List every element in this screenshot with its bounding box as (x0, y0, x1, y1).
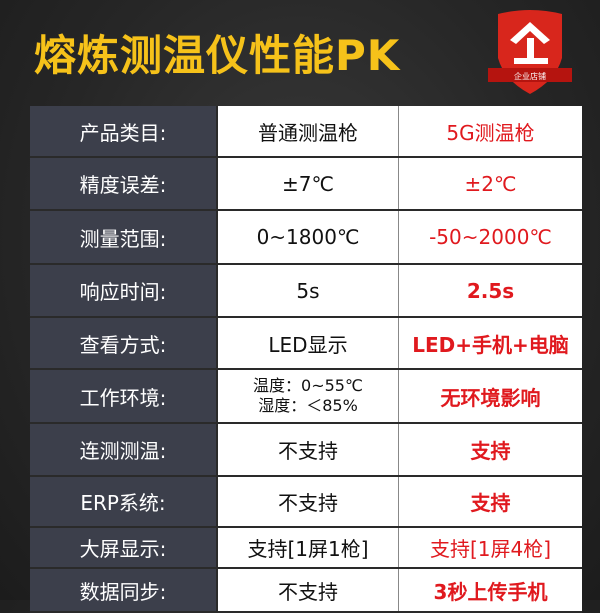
normal-value: 5s (218, 265, 399, 316)
normal-value-line: 湿度：＜85% (258, 396, 358, 415)
pro-value: LED+手机+电脑 (399, 318, 582, 368)
normal-value: 0~1800℃ (218, 211, 399, 263)
table-row: 连测测温: 不支持 支持 (30, 424, 582, 477)
normal-value: LED显示 (218, 318, 399, 368)
table-row: 工作环境: 温度：0~55℃ 湿度：＜85% 无环境影响 (30, 370, 582, 424)
table-row: 精度误差: ±7℃ ±2℃ (30, 158, 582, 211)
enterprise-store-badge: 企业店铺 (484, 8, 576, 98)
pro-value: 5G测温枪 (399, 106, 582, 156)
svg-text:企业店铺: 企业店铺 (514, 71, 546, 81)
comparison-table: 产品类目: 普通测温枪 5G测温枪 精度误差: ±7℃ ±2℃ 测量范围: 0~1800℃ -5… (30, 106, 582, 613)
pro-value: 支持[1屏4枪] (399, 528, 582, 567)
normal-value: 支持[1屏1枪] (218, 528, 399, 567)
row-label: 产品类目: (30, 106, 218, 156)
pro-value: 支持 (399, 424, 582, 475)
table-row: 测量范围: 0~1800℃ -50~2000℃ (30, 211, 582, 265)
table-row: 响应时间: 5s 2.5s (30, 265, 582, 318)
row-label: 大屏显示: (30, 528, 218, 567)
page-title: 熔炼测温仪性能PK (34, 31, 401, 80)
pro-value: ±2℃ (399, 158, 582, 209)
row-label: 测量范围: (30, 211, 218, 263)
row-label: ERP系统: (30, 477, 218, 526)
row-label: 数据同步: (30, 569, 218, 611)
row-label: 连测测温: (30, 424, 218, 475)
table-row: 产品类目: 普通测温枪 5G测温枪 (30, 106, 582, 158)
table-row: 大屏显示: 支持[1屏1枪] 支持[1屏4枪] (30, 528, 582, 569)
pro-value: 3秒上传手机 (399, 569, 582, 611)
row-label: 响应时间: (30, 265, 218, 316)
table-row: 查看方式: LED显示 LED+手机+电脑 (30, 318, 582, 370)
table-row: ERP系统: 不支持 支持 (30, 477, 582, 528)
normal-value: ±7℃ (218, 158, 399, 209)
normal-value: 不支持 (218, 477, 399, 526)
shield-icon: 企业店铺 (488, 10, 572, 94)
table-row: 数据同步: 不支持 3秒上传手机 (30, 569, 582, 613)
normal-value: 温度：0~55℃ 湿度：＜85% (218, 370, 399, 422)
row-label: 工作环境: (30, 370, 218, 422)
normal-value: 普通测温枪 (218, 106, 399, 156)
pro-value: 2.5s (399, 265, 582, 316)
pro-value: -50~2000℃ (399, 211, 582, 263)
row-label: 查看方式: (30, 318, 218, 368)
normal-value-line: 温度：0~55℃ (253, 376, 363, 395)
normal-value: 不支持 (218, 569, 399, 611)
row-label: 精度误差: (30, 158, 218, 209)
normal-value: 不支持 (218, 424, 399, 475)
pro-value: 无环境影响 (399, 370, 582, 422)
pro-value: 支持 (399, 477, 582, 526)
